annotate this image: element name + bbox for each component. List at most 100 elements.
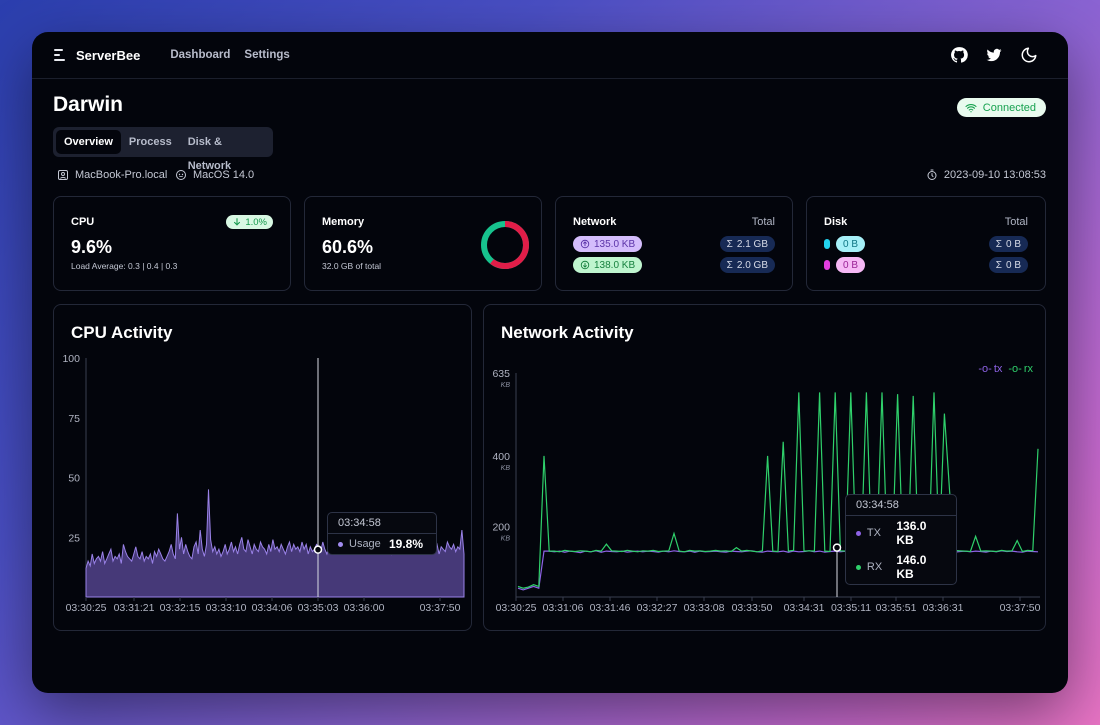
cpu-value: 9.6% — [71, 237, 113, 257]
net-rx-line — [517, 392, 1039, 589]
timer-icon — [927, 169, 937, 180]
network-total-label: Total — [751, 216, 775, 228]
nav-dashboard[interactable]: Dashboard — [170, 49, 231, 61]
tab-overview[interactable]: Overview — [56, 130, 121, 154]
cpu-card: CPU 1.0% 9.6% Load Average: 0.3 | 0.4 | … — [53, 196, 291, 291]
legend-tx-label: tx — [993, 363, 1003, 375]
net-x-tick-label: 03:31:46 — [590, 602, 631, 614]
network-tooltip-tx-row: TX 136.0 KB — [846, 516, 956, 550]
arrow-up-circle-icon — [580, 239, 590, 249]
nav-settings[interactable]: Settings — [244, 49, 290, 61]
wifi-icon — [965, 103, 977, 112]
os-icon — [176, 170, 186, 180]
cpu-x-tick-label: 03:31:21 — [114, 602, 155, 614]
disk-read-total: 0 B — [1005, 238, 1021, 250]
cpu-hover-point — [313, 545, 323, 554]
network-tooltip-rx-value: 146.0 KB — [896, 553, 927, 581]
memory-card: Memory 60.6% 32.0 GB of total — [304, 196, 542, 291]
cpu-activity-title: CPU Activity — [71, 323, 173, 342]
net-x-tick-label: 03:34:31 — [784, 602, 825, 614]
network-tooltip-rx-row: RX 146.0 KB — [846, 550, 956, 584]
legend-tx[interactable]: -o-tx — [978, 363, 1002, 375]
net-x-tick-label: 03:33:50 — [732, 602, 773, 614]
network-tx-total: 2.1 GB — [736, 238, 768, 250]
cpu-change-value: 1.0% — [245, 216, 267, 228]
user-square-icon — [58, 170, 68, 180]
net-x-tick-label: 03:32:27 — [637, 602, 678, 614]
network-activity-chart[interactable]: 200 KB 400 KB 635 KB 03:30:25 03:31:06 03:31:46 0… — [484, 305, 1047, 632]
app-window: ServerBee Dashboard Settings Darwin Conn… — [32, 32, 1068, 693]
network-rx-total: 2.0 GB — [736, 259, 768, 271]
disk-read-value: 0 B — [843, 238, 859, 250]
cpu-tooltip: 03:34:58 Usage 19.8% — [327, 512, 437, 555]
disk-read-chip: 0 B — [836, 236, 866, 252]
cpu-x-tick-label: 03:34:06 — [252, 602, 293, 614]
moon-icon[interactable] — [1020, 46, 1038, 64]
twitter-icon[interactable] — [985, 46, 1003, 64]
tx-dot — [856, 530, 861, 536]
network-rx-chip: 138.0 KB — [573, 257, 643, 273]
network-card-title: Network — [573, 216, 617, 228]
host-meta-row: MacBook-Pro.local MacOS 14.0 2023-09-10 … — [57, 169, 1046, 185]
cpu-activity-chart[interactable]: 100 75 50 25 03:30:25 03:31:21 03:32:15 03:33:1… — [54, 305, 473, 632]
cpu-x-tick-label: 03:36:00 — [344, 602, 385, 614]
network-tx-total-chip: Σ 2.1 GB — [719, 236, 775, 252]
cpu-tooltip-value: 19.8% — [389, 537, 424, 551]
hostname-label: MacBook-Pro.local — [75, 169, 168, 181]
hostname-item: MacBook-Pro.local — [57, 169, 167, 181]
usage-dot — [338, 541, 343, 547]
github-icon[interactable] — [950, 46, 968, 64]
network-card: Network Total 135.0 KB 138.0 KB Σ 2.1 GB… — [555, 196, 793, 291]
legend-line-icon: -o- — [978, 363, 992, 375]
cpu-y-tick-label: 75 — [68, 413, 80, 425]
host-title: Darwin — [53, 93, 124, 116]
net-hover-point — [832, 543, 842, 552]
top-navbar: ServerBee Dashboard Settings — [32, 32, 1068, 79]
disk-read-dot — [824, 239, 830, 249]
tab-process[interactable]: Process — [128, 136, 172, 148]
disk-card: Disk Total 0 B 0 B Σ 0 B Σ 0 B — [806, 196, 1046, 291]
network-tooltip-tx-value: 136.0 KB — [896, 519, 927, 547]
disk-write-dot — [824, 260, 830, 270]
sigma-icon: Σ — [726, 259, 733, 271]
network-tooltip: 03:34:58 TX 136.0 KB RX 146.0 KB — [845, 494, 957, 585]
network-activity-panel: Network Activity -o-tx -o-rx 200 KB 400 KB 6… — [483, 304, 1046, 631]
disk-write-total: 0 B — [1005, 259, 1021, 271]
legend-rx[interactable]: -o-rx — [1008, 363, 1033, 375]
memory-value: 60.6% — [322, 237, 374, 257]
network-tx-chip: 135.0 KB — [573, 236, 643, 252]
network-tooltip-time: 03:34:58 — [846, 495, 956, 516]
menu-icon[interactable] — [54, 48, 68, 62]
arrow-down-circle-icon — [580, 260, 590, 270]
cpu-x-tick-label: 03:37:50 — [420, 602, 461, 614]
cpu-tooltip-time: 03:34:58 — [328, 513, 436, 534]
cpu-tooltip-label: Usage — [349, 538, 381, 550]
net-x-tick-label: 03:31:06 — [543, 602, 584, 614]
tab-disk-network[interactable]: Disk & Network — [187, 136, 232, 172]
sigma-icon: Σ — [995, 259, 1002, 271]
sigma-icon: Σ — [726, 238, 733, 250]
memory-donut-chart — [481, 221, 529, 269]
cpu-y-tick-label: 100 — [62, 353, 80, 365]
cpu-card-title: CPU — [71, 216, 95, 228]
arrow-down-icon — [234, 218, 241, 226]
net-x-tick-label: 03:36:31 — [923, 602, 964, 614]
os-label: MacOS 14.0 — [193, 169, 255, 181]
cpu-y-tick-label: 25 — [68, 532, 80, 544]
network-legend: -o-tx -o-rx — [978, 363, 1033, 375]
net-y-tick-label: 200 — [492, 521, 510, 533]
legend-line-icon: -o- — [1008, 363, 1022, 375]
net-tx-line — [517, 550, 1039, 591]
net-x-tick-label: 03:33:08 — [684, 602, 725, 614]
brand-logo[interactable]: ServerBee — [76, 47, 141, 63]
connection-status-label: Connected — [982, 101, 1036, 114]
timestamp-label: 2023-09-10 13:08:53 — [943, 169, 1046, 181]
view-tabs: Overview Process Disk & Network — [53, 127, 273, 172]
os-item: MacOS 14.0 — [175, 169, 254, 181]
net-y-tick-label: 400 — [492, 451, 510, 463]
sigma-icon: Σ — [995, 238, 1002, 250]
net-x-tick-label: 03:30:25 — [496, 602, 537, 614]
disk-write-total-chip: Σ 0 B — [988, 257, 1028, 273]
rx-dot — [856, 564, 861, 570]
net-y-unit-label: KB — [501, 382, 511, 389]
